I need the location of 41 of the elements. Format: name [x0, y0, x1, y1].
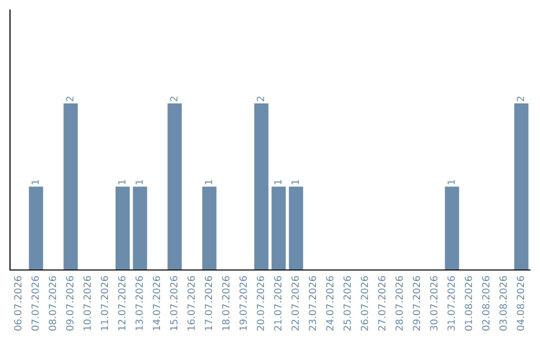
data-label: 1 — [136, 180, 143, 184]
x-tick-label: 06.07.2026 — [14, 276, 22, 331]
x-tick-label: 09.07.2026 — [66, 276, 74, 331]
x-tick-label: 16.07.2026 — [187, 276, 195, 330]
data-label: 1 — [204, 180, 212, 184]
data-label: 1 — [448, 180, 455, 184]
x-tick-label: 13.07.2026 — [135, 276, 143, 330]
x-tick-label: 24.07.2026 — [326, 276, 334, 331]
x-tick-label: 20.07.2026 — [256, 276, 264, 331]
x-tick-label: 22.07.2026 — [291, 276, 299, 331]
x-tick-label: 21.07.2026 — [274, 276, 282, 331]
x-tick-label: 18.07.2026 — [222, 276, 230, 330]
x-tick-label: 07.07.2026 — [31, 276, 39, 331]
x-tick-label: 12.07.2026 — [118, 276, 126, 330]
data-label: 1 — [32, 180, 39, 184]
data-label: 2 — [256, 96, 264, 102]
x-tick-label: 26.07.2026 — [360, 276, 368, 331]
x-tick-label: 11.07.2026 — [100, 276, 108, 330]
data-label: 2 — [516, 96, 524, 102]
x-tick-label: 23.07.2026 — [308, 276, 316, 331]
x-tick-label: 27.07.2026 — [378, 276, 386, 331]
x-tick-label: 19.07.2026 — [239, 276, 247, 330]
x-tick-label: 29.07.2026 — [412, 276, 420, 331]
x-tick-label: 25.07.2026 — [343, 276, 351, 331]
x-tick-label: 10.07.2026 — [83, 276, 91, 330]
data-label: 1 — [118, 180, 126, 184]
x-tick-label: 14.07.2026 — [152, 276, 160, 330]
x-tick-label: 02.08.2026 — [482, 276, 490, 331]
x-tick-label: 28.07.2026 — [395, 276, 403, 331]
x-tick-label: 31.07.2026 — [447, 276, 455, 330]
data-label: 1 — [274, 180, 282, 184]
x-tick-label: 04.08.2026 — [516, 276, 524, 331]
x-tick-label: 01.08.2026 — [464, 276, 472, 331]
x-tick-label: 17.07.2026 — [204, 276, 212, 330]
x-tick-label: 30.07.2026 — [430, 276, 438, 330]
x-tick-label: 03.08.2026 — [499, 276, 507, 331]
x-tick-label: 08.07.2026 — [48, 276, 56, 331]
data-label: 2 — [66, 96, 74, 102]
x-tick-label: 15.07.2026 — [170, 276, 178, 330]
data-label: 1 — [292, 180, 299, 184]
data-label: 2 — [170, 96, 178, 102]
